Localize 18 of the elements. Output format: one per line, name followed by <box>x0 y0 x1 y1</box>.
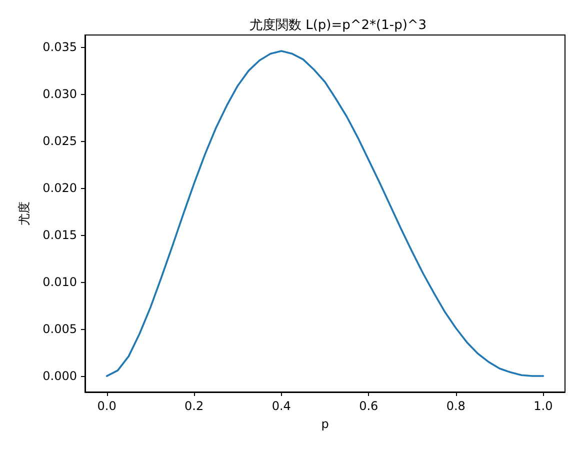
x-tick-label: 0.6 <box>359 399 378 413</box>
y-tick-label: 0.000 <box>42 369 77 384</box>
y-tick-label: 0.025 <box>42 134 77 148</box>
y-tick-label: 0.015 <box>42 228 77 242</box>
y-tick-label: 0.020 <box>42 181 77 196</box>
y-tick-label: 0.035 <box>42 40 77 54</box>
y-tick-label: 0.005 <box>42 322 77 336</box>
x-axis-title: p <box>321 417 329 431</box>
x-tick-label: 0.8 <box>446 399 466 413</box>
y-tick-label: 0.010 <box>42 275 77 290</box>
y-axis-title: 尤度 <box>17 202 31 226</box>
x-tick-label: 1.0 <box>534 399 553 413</box>
y-tick-label: 0.030 <box>42 87 77 102</box>
line-series <box>106 50 544 377</box>
x-tick-label: 0.4 <box>272 399 291 413</box>
x-tick-label: 0.2 <box>184 399 204 413</box>
x-tick-label: 0.0 <box>97 399 116 413</box>
chart-title: 尤度関数 L(p)=p^2*(1-p)^3 <box>249 17 427 33</box>
